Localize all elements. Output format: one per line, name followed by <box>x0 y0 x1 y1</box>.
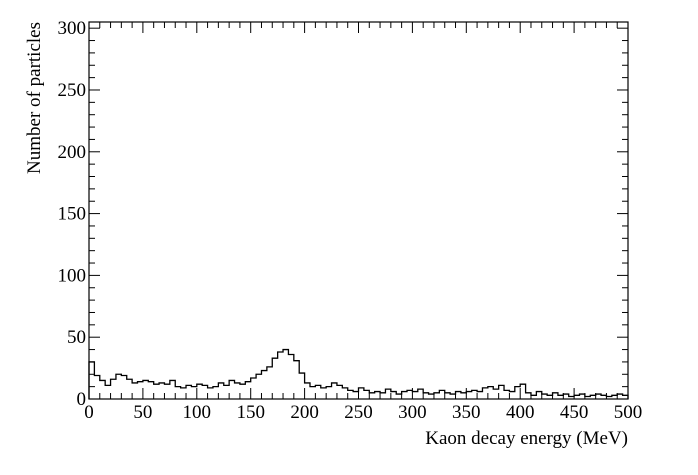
histogram-outline <box>88 348 629 399</box>
x-tick-label: 350 <box>452 402 481 423</box>
y-tick-label: 300 <box>58 18 87 39</box>
y-tick-label: 150 <box>58 204 87 225</box>
x-tick-label: 300 <box>398 402 427 423</box>
y-axis-label: Number of particles <box>24 22 45 174</box>
x-tick-label: 50 <box>133 402 152 423</box>
x-tick-label: 100 <box>183 402 212 423</box>
x-tick-label: 400 <box>506 402 535 423</box>
y-tick-label: 250 <box>58 80 87 101</box>
axis-ticks <box>88 22 629 400</box>
y-tick-label: 50 <box>67 327 86 348</box>
plot-frame <box>88 21 629 400</box>
x-tick-label: 150 <box>236 402 265 423</box>
x-tick-label: 250 <box>344 402 373 423</box>
x-tick-label: 450 <box>560 402 589 423</box>
y-tick-label: 200 <box>58 142 87 163</box>
y-tick-label: 100 <box>58 265 87 286</box>
x-tick-label: 200 <box>290 402 319 423</box>
x-tick-label: 500 <box>614 402 643 423</box>
x-axis-label: Kaon decay energy (MeV) <box>425 428 628 449</box>
y-tick-label: 0 <box>77 389 87 410</box>
x-tick-label: 0 <box>84 402 94 423</box>
tick-labels: 0 50 100 150 200 250 300 350 400 450 500 0 50 100 150 2… <box>58 18 643 423</box>
